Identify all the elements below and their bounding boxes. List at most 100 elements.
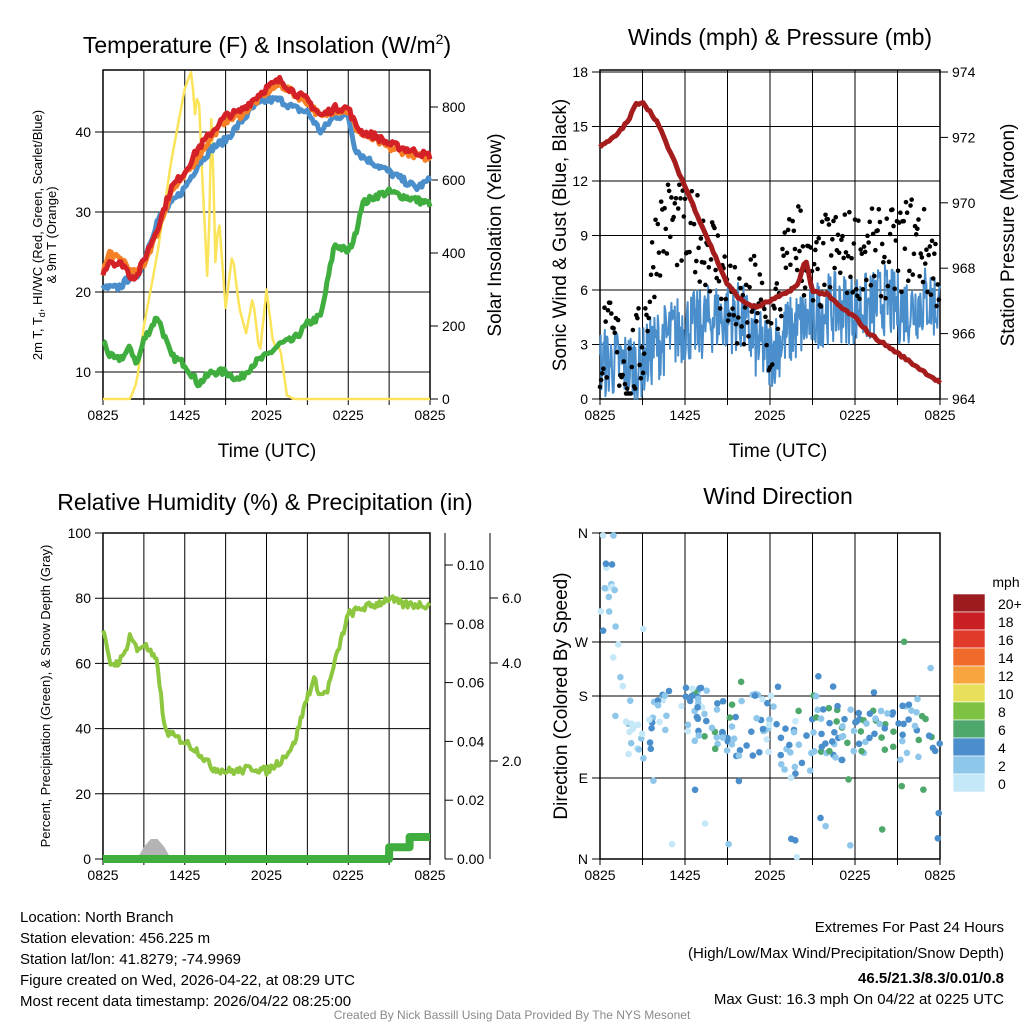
direction-point <box>743 742 750 749</box>
gust-point <box>801 293 807 298</box>
elevation-text: Station elevation: 456.225 m <box>20 930 210 947</box>
gust-point <box>887 231 893 237</box>
direction-point <box>601 584 609 592</box>
direction-point <box>850 727 858 735</box>
colorbar-label: 16 <box>998 632 1014 648</box>
gust-point <box>754 319 759 324</box>
direction-point <box>922 715 929 723</box>
x-tick-label: 0825 <box>584 407 615 423</box>
direction-point <box>798 759 806 767</box>
direction-point <box>914 695 921 703</box>
direction-point <box>697 684 705 692</box>
direction-point <box>812 692 820 700</box>
gust-point <box>780 246 785 252</box>
gust-point <box>703 282 708 288</box>
gust-point <box>814 239 819 245</box>
direction-point <box>714 700 721 707</box>
gust-point <box>602 305 607 311</box>
series-line-2mt <box>100 74 433 282</box>
direction-point <box>787 835 795 843</box>
direction-point <box>694 703 701 711</box>
colorbar-swatch <box>952 719 986 739</box>
gust-point <box>922 261 928 266</box>
direction-point <box>602 560 610 568</box>
colorbar-swatch <box>952 629 986 649</box>
gust-point <box>885 283 891 289</box>
gust-point <box>764 342 769 348</box>
gust-point <box>864 277 869 283</box>
precip-tick-label: 0.10 <box>457 557 484 573</box>
gust-point <box>847 209 852 215</box>
colorbar-swatch <box>952 701 986 721</box>
direction-point <box>810 729 817 736</box>
direction-point <box>688 692 696 700</box>
gust-point <box>714 275 720 281</box>
direction-point <box>728 701 736 708</box>
direction-point <box>895 720 902 727</box>
wind-tick-label: 3 <box>580 337 588 353</box>
temperature-ylabel: 2m T, Td, HI/WC (Red, Green, Scarlet/Blu… <box>30 110 47 360</box>
direction-point <box>609 654 617 661</box>
gust-point <box>871 273 877 279</box>
gust-point <box>915 226 920 232</box>
gust-point <box>800 244 806 249</box>
gust-point <box>777 307 783 312</box>
humidity-panel: Relative Humidity (%) & Precipitation (i… <box>38 489 522 883</box>
direction-point <box>870 689 878 696</box>
direction-tick-label: E <box>579 770 588 786</box>
gust-point <box>772 306 777 311</box>
direction-point <box>605 593 613 601</box>
gust-point <box>636 306 641 311</box>
gust-point <box>911 251 917 257</box>
gust-point <box>868 282 874 288</box>
direction-point <box>719 734 727 741</box>
gust-point <box>691 221 697 227</box>
gust-point <box>678 196 683 201</box>
gust-point <box>913 232 919 237</box>
direction-point <box>701 733 708 740</box>
gust-point <box>936 297 942 303</box>
gust-point <box>865 233 870 239</box>
gust-point <box>716 278 722 284</box>
humidity-ylabel: Percent, Precipitation (Green), & Snow D… <box>38 545 53 848</box>
gust-point <box>857 296 862 302</box>
direction-point <box>647 745 655 753</box>
direction-point <box>693 713 701 721</box>
direction-point <box>832 754 839 761</box>
gust-point <box>637 362 642 368</box>
x-tick-label: 0825 <box>414 407 445 423</box>
gust-point <box>867 219 873 225</box>
gust-point <box>930 276 936 281</box>
direction-point <box>889 743 897 751</box>
latlon-text: Station lat/lon: 41.8279; -74.9969 <box>20 951 241 968</box>
gust-point <box>737 276 742 281</box>
gust-point <box>866 240 871 245</box>
gust-point <box>738 285 743 291</box>
direction-point <box>855 709 862 717</box>
gust-point <box>695 192 700 198</box>
gust-point <box>881 259 886 265</box>
humidity-tick-label: 60 <box>75 655 91 671</box>
direction-point <box>829 683 837 690</box>
gust-point <box>845 253 851 259</box>
direction-point <box>833 718 840 725</box>
direction-point <box>638 730 646 738</box>
gust-point <box>811 261 817 267</box>
direction-point <box>817 748 825 756</box>
direction-point <box>913 708 920 716</box>
direction-point <box>628 720 636 727</box>
direction-point <box>826 747 833 755</box>
gust-point <box>793 255 799 261</box>
x-tick-label: 0825 <box>584 867 615 883</box>
gust-point <box>826 222 832 227</box>
gust-point <box>920 279 926 285</box>
direction-point <box>847 706 854 713</box>
direction-point <box>881 746 889 753</box>
gust-point <box>675 206 681 211</box>
direction-point <box>725 840 732 848</box>
wind-direction-panel: Wind Direction 0825 1425 2025 0225 0825NWSEN… <box>551 483 1022 883</box>
gust-point <box>627 346 632 351</box>
x-tick-label: 0225 <box>333 867 364 883</box>
gust-point <box>882 254 887 260</box>
gust-point <box>682 196 688 202</box>
